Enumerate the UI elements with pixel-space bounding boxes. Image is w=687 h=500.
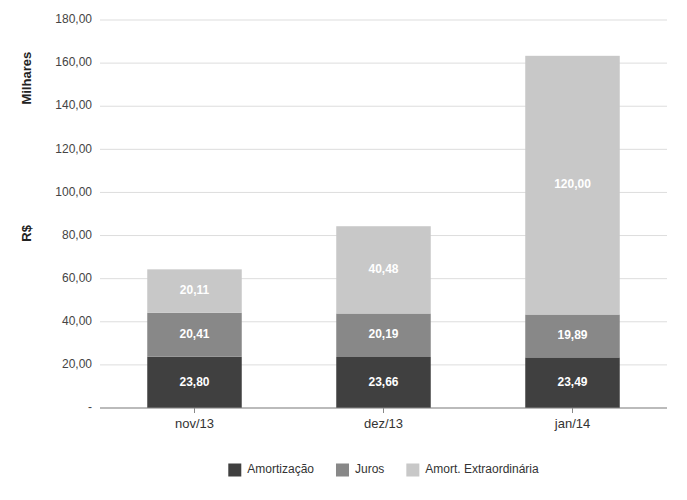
- data-label: 20,41: [179, 327, 209, 341]
- y-axis: - 20,00 40,00 60,00 80,00 100,00 120,00 140,00 1…: [55, 12, 92, 414]
- x-tick-label: jan/14: [554, 416, 590, 431]
- legend: Amortização Juros Amort. Extraordinária: [228, 462, 539, 476]
- data-label: 20,11: [180, 283, 210, 297]
- data-label: 20,19: [368, 327, 398, 341]
- legend-swatch: [406, 464, 419, 477]
- grid-line: [100, 20, 667, 21]
- bar-segment: [336, 226, 431, 313]
- chart: - 20,00 40,00 60,00 80,00 100,00 120,00 140,00 1…: [0, 0, 687, 500]
- y-tick-label: 120,00: [55, 142, 92, 156]
- y-tick-label: 140,00: [55, 98, 92, 112]
- x-axis: nov/13 dez/13 jan/14: [100, 408, 667, 431]
- legend-label: Amortização: [247, 462, 314, 476]
- bar-segment: [147, 357, 242, 408]
- bar-segment: [525, 56, 620, 315]
- legend-swatch: [228, 464, 241, 477]
- legend-item: Amort. Extraordinária: [406, 462, 539, 476]
- bars: [147, 56, 620, 408]
- legend-swatch: [336, 464, 349, 477]
- bar-segment: [336, 313, 431, 357]
- bar-segment: [525, 357, 620, 408]
- y-tick-label: 100,00: [55, 185, 92, 199]
- x-tick: [194, 408, 195, 413]
- data-label: 23,49: [557, 375, 587, 389]
- y-tick-label: -: [88, 400, 92, 414]
- x-tick-label: nov/13: [175, 416, 214, 431]
- legend-label: Juros: [355, 462, 384, 476]
- data-labels: 23,80 23,66 23,49 20,41 20,19 19,89 20,11 40,48…: [179, 177, 591, 389]
- data-label: 23,66: [368, 375, 398, 389]
- bar-segment: [525, 314, 620, 357]
- y-tick-label: 180,00: [55, 12, 92, 26]
- x-tick: [383, 408, 384, 413]
- grid: [100, 20, 667, 408]
- data-label: 19,89: [557, 328, 587, 342]
- legend-item: Juros: [336, 462, 384, 476]
- legend-label: Amort. Extraordinária: [425, 462, 539, 476]
- y-tick-label: 60,00: [62, 271, 92, 285]
- data-label: 120,00: [554, 177, 591, 191]
- legend-item: Amortização: [228, 462, 314, 476]
- data-label: 40,48: [368, 262, 398, 276]
- x-tick-label: dez/13: [364, 416, 403, 431]
- y-axis-label: R$: [19, 224, 34, 241]
- data-label: 23,80: [179, 375, 209, 389]
- y-tick-label: 40,00: [62, 314, 92, 328]
- y-axis-label: Milhares: [19, 52, 34, 105]
- y-tick-label: 20,00: [62, 357, 92, 371]
- bar-segment: [336, 357, 431, 408]
- bar-segment: [147, 269, 242, 312]
- x-tick: [572, 408, 573, 413]
- bar-segment: [147, 313, 242, 357]
- y-tick-label: 80,00: [62, 228, 92, 242]
- y-tick-label: 160,00: [55, 55, 92, 69]
